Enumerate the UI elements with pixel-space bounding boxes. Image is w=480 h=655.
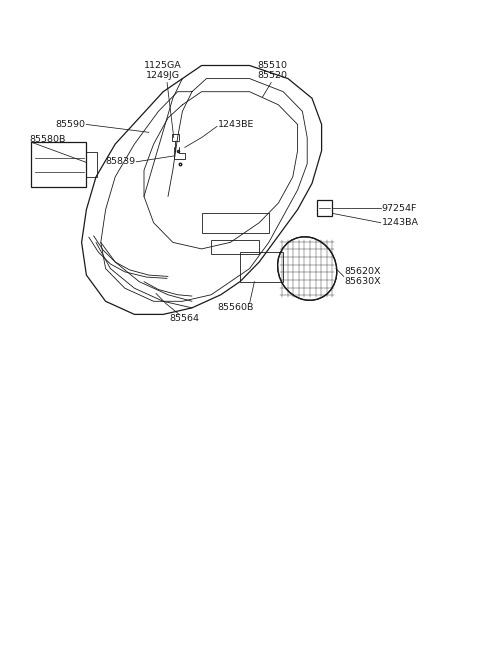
Bar — [317, 200, 332, 216]
Text: 97254F: 97254F — [382, 204, 417, 213]
Bar — [211, 240, 259, 254]
Text: 85564: 85564 — [170, 314, 200, 324]
Text: 85839: 85839 — [105, 157, 135, 166]
Bar — [86, 152, 97, 177]
Text: 85560B: 85560B — [217, 303, 253, 312]
Text: 1243BA: 1243BA — [382, 218, 419, 227]
Text: 85590: 85590 — [55, 120, 85, 129]
Text: 1125GA
1249JG: 1125GA 1249JG — [144, 61, 182, 80]
Bar — [202, 213, 269, 233]
Bar — [240, 252, 283, 282]
Text: 85620X
85630X: 85620X 85630X — [345, 267, 381, 286]
Text: 85580B: 85580B — [30, 135, 66, 144]
Bar — [31, 142, 86, 187]
Text: 85510
85520: 85510 85520 — [258, 61, 288, 80]
Text: 1243BE: 1243BE — [217, 120, 254, 129]
Bar — [172, 134, 179, 141]
